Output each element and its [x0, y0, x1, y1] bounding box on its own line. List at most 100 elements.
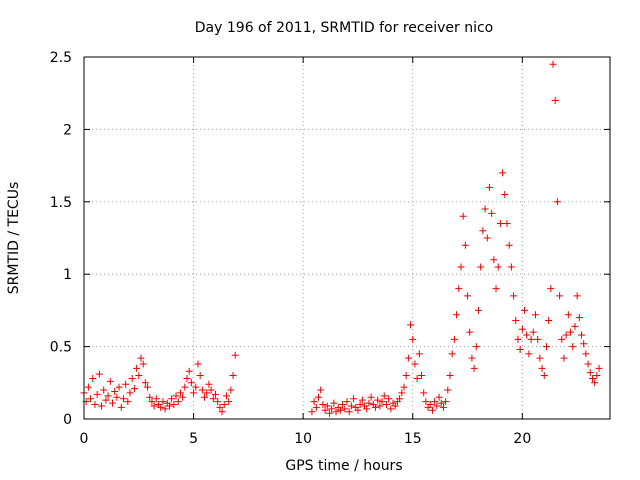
data-point: [466, 328, 474, 336]
data-point: [472, 343, 480, 351]
data-point: [540, 372, 548, 380]
data-point: [321, 406, 329, 414]
axis-ticks: [83, 56, 610, 420]
data-point: [363, 405, 371, 413]
data-point: [225, 398, 233, 406]
data-point: [84, 383, 92, 391]
data-point: [525, 350, 533, 358]
data-point: [312, 403, 320, 411]
data-point: [380, 392, 388, 400]
data-point: [378, 398, 386, 406]
data-point: [475, 306, 482, 314]
data-point: [354, 406, 362, 414]
data-point: [196, 372, 204, 380]
data-point: [325, 409, 333, 417]
data-point: [418, 372, 426, 380]
data-point: [179, 393, 187, 401]
data-point: [457, 263, 465, 271]
data-point: [339, 401, 347, 409]
data-point: [117, 403, 125, 411]
data-point: [126, 389, 134, 397]
data-point: [341, 405, 349, 413]
data-point: [159, 398, 167, 406]
data-point: [516, 345, 524, 353]
data-point: [190, 389, 198, 397]
data-point: [420, 389, 428, 397]
data-point: [479, 227, 487, 235]
data-point: [534, 335, 542, 343]
data-point: [435, 393, 443, 401]
data-point: [591, 379, 599, 387]
data-point: [168, 395, 176, 403]
data-point: [135, 372, 143, 380]
data-point: [358, 396, 366, 404]
data-point: [514, 335, 522, 343]
data-point: [231, 351, 239, 359]
data-point: [444, 386, 452, 394]
data-point: [227, 386, 235, 394]
data-point: [477, 263, 485, 271]
data-point: [165, 402, 173, 410]
data-point: [119, 395, 127, 403]
grid: [84, 57, 610, 419]
data-point: [194, 360, 202, 368]
data-point: [459, 212, 467, 220]
data-point: [398, 389, 406, 397]
data-point: [510, 292, 518, 300]
data-point: [558, 335, 566, 343]
data-point: [376, 402, 384, 410]
data-point: [413, 374, 421, 382]
data-point: [503, 220, 511, 228]
data-point: [176, 389, 184, 397]
data-point: [93, 390, 101, 398]
data-point: [431, 398, 439, 406]
data-point: [446, 372, 454, 380]
data-point: [505, 241, 513, 249]
data-point: [404, 354, 412, 362]
data-point: [214, 398, 222, 406]
x-tick-label: 10: [294, 431, 312, 447]
data-point: [172, 392, 180, 400]
data-point: [130, 385, 138, 393]
data-point: [391, 402, 399, 410]
data-point: [350, 395, 358, 403]
data-point: [521, 306, 529, 314]
data-point: [490, 256, 498, 264]
data-point: [328, 405, 336, 413]
data-point: [181, 383, 189, 391]
data-point: [547, 285, 555, 293]
data-point: [387, 405, 395, 413]
y-tick-label: 0: [63, 412, 72, 428]
data-point: [553, 198, 561, 206]
data-point: [148, 398, 156, 406]
data-point: [578, 331, 586, 339]
data-point: [492, 285, 500, 293]
plot-frame: [83, 56, 611, 420]
data-point: [407, 321, 415, 329]
data-point: [317, 386, 325, 394]
data-point: [98, 402, 106, 410]
data-point: [216, 403, 224, 411]
data-point: [485, 183, 493, 191]
data-point: [512, 317, 520, 325]
y-tick-label: 0.5: [50, 340, 72, 356]
data-point: [560, 354, 568, 362]
data-point: [527, 335, 535, 343]
data-point: [106, 377, 114, 385]
data-point: [422, 398, 430, 406]
data-point: [556, 292, 564, 300]
data-point: [575, 314, 583, 322]
data-point: [507, 263, 515, 271]
data-point: [523, 331, 531, 339]
data-point: [571, 322, 579, 330]
y-tick-label: 2: [63, 122, 72, 138]
data-point: [87, 395, 95, 403]
data-point: [144, 383, 152, 391]
data-point: [428, 406, 436, 414]
data-point: [152, 395, 160, 403]
data-points: [80, 60, 603, 417]
data-point: [382, 401, 390, 409]
data-point: [481, 205, 489, 213]
data-point: [411, 360, 419, 368]
data-point: [488, 209, 496, 217]
